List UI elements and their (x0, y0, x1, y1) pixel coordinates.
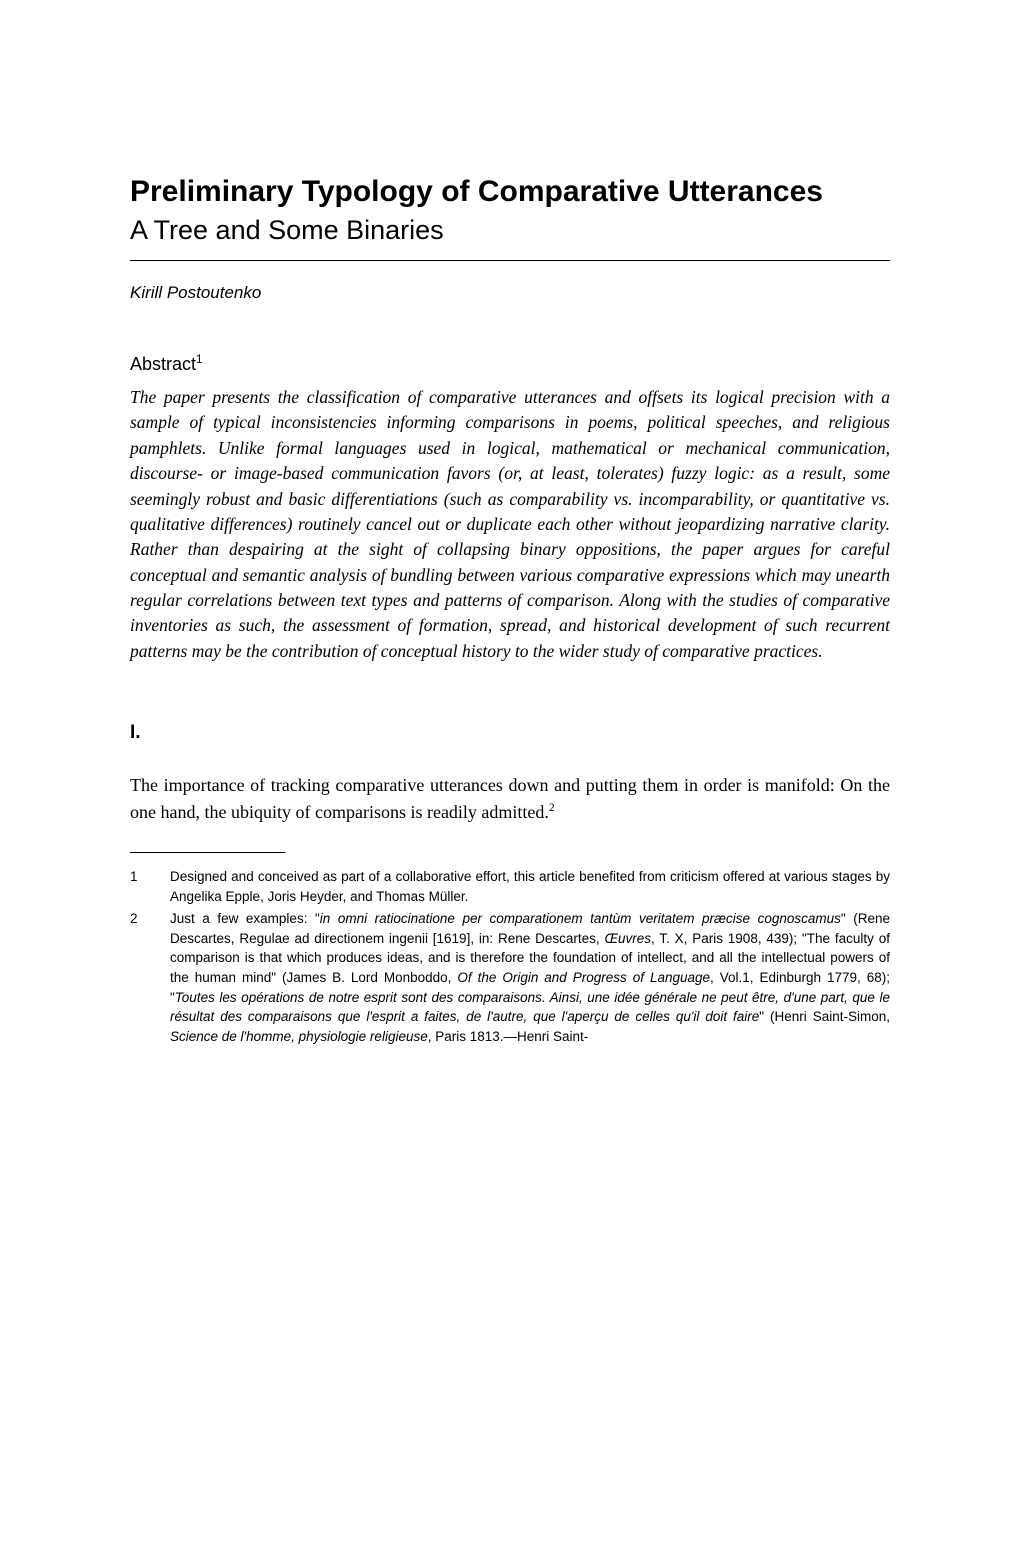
title-divider (130, 260, 890, 261)
body-footnote-ref: 2 (549, 801, 555, 814)
body-paragraph-text: The importance of tracking comparative u… (130, 775, 890, 822)
footnote-number: 2 (130, 909, 170, 1046)
footnote-2: 2 Just a few examples: "in omni ratiocin… (130, 909, 890, 1046)
footnote-text: Designed and conceived as part of a coll… (170, 867, 890, 906)
abstract-heading-text: Abstract (130, 354, 196, 374)
abstract-heading: Abstract1 (130, 353, 890, 375)
footnote-1: 1 Designed and conceived as part of a co… (130, 867, 890, 906)
body-paragraph: The importance of tracking comparative u… (130, 772, 890, 826)
footnote-number: 1 (130, 867, 170, 906)
article-subtitle: A Tree and Some Binaries (130, 215, 890, 246)
footnote-divider (130, 852, 285, 853)
section-number: I. (130, 722, 890, 744)
abstract-footnote-ref: 1 (196, 353, 203, 366)
abstract-body: The paper presents the classification of… (130, 385, 890, 664)
article-title: Preliminary Typology of Comparative Utte… (130, 175, 890, 209)
footnote-text: Just a few examples: "in omni ratiocinat… (170, 909, 890, 1046)
author-name: Kirill Postoutenko (130, 283, 890, 303)
